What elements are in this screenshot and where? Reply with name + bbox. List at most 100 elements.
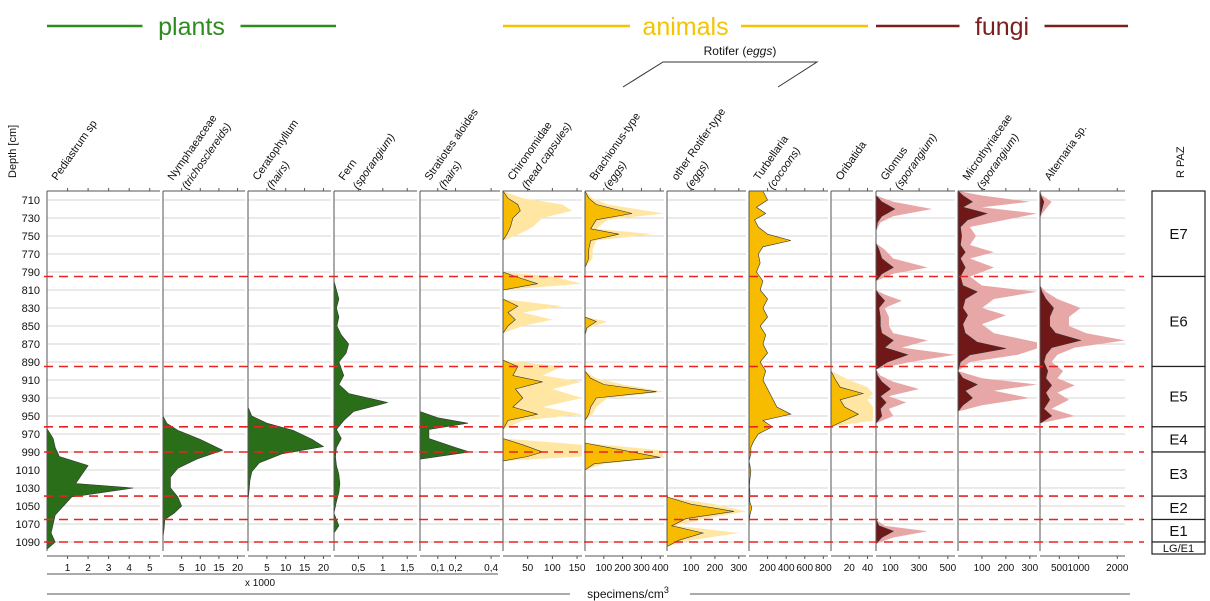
x-tick-label: 300 xyxy=(633,563,650,574)
depth-tick-label: 970 xyxy=(22,429,40,441)
curve-exaggerated xyxy=(876,195,955,544)
x-tick-label: 100 xyxy=(974,563,991,574)
x-tick-label: 20 xyxy=(318,563,330,574)
x-tick-label: 200 xyxy=(759,563,776,574)
zone-box xyxy=(1151,365,1206,428)
column-2: Nymphaeaceae(trichosclereids)5 10 15 20 xyxy=(162,113,245,574)
column-11: Glomus(sporangium)100 300 500 xyxy=(875,131,957,574)
column-5: Stratiotes aloides(hairs)0,1 0,2 0,4 xyxy=(419,106,500,574)
x-tick-label: 1 xyxy=(380,563,386,574)
depth-tick-label: 1050 xyxy=(16,501,40,513)
curve-animals xyxy=(830,370,865,428)
curve-animals xyxy=(666,496,735,547)
column-title: Oribatida xyxy=(834,139,870,183)
column-12: Microthyriaceae(sporangium)100 200 300 xyxy=(957,112,1039,574)
group-title-fungi: fungi xyxy=(975,13,1029,41)
curve-exaggerated xyxy=(503,191,582,461)
column-6: Chironomidae(head capsules)50 100 150 xyxy=(502,120,586,574)
depth-tick-label: 870 xyxy=(22,339,40,351)
depth-tick-label: 810 xyxy=(22,285,40,297)
column-10: Oribatida 20 40 xyxy=(830,139,874,574)
zone-label: E2 xyxy=(1169,500,1187,517)
zone-label: LG/E1 xyxy=(1163,543,1194,555)
x-tick-label: 400 xyxy=(778,563,795,574)
depth-tick-label: 750 xyxy=(22,231,40,243)
zone-box xyxy=(1151,451,1206,497)
zone-label: E5 xyxy=(1169,389,1187,406)
x-tick-label: 1 xyxy=(65,563,71,574)
zone-box xyxy=(1151,190,1206,278)
zone-column-title: R PAZ xyxy=(1175,146,1187,178)
depth-tick-label: 1070 xyxy=(16,519,40,531)
x-tick-label: 800 xyxy=(815,563,832,574)
column-8: other Rotifer-type(eggs)100 200 300 xyxy=(666,106,748,574)
x-tick-label: 100 xyxy=(544,563,561,574)
x-tick-label: 5 xyxy=(264,563,270,574)
x-tick-label: 0,4 xyxy=(484,563,498,574)
rotifer-bracket xyxy=(622,61,819,88)
depth-tick-label: 890 xyxy=(22,357,40,369)
zone-label: E7 xyxy=(1169,226,1187,243)
curve-plants xyxy=(46,427,134,550)
x-tick-label: 10 xyxy=(195,563,207,574)
column-title: Alternaria sp. xyxy=(1043,123,1090,183)
column-7: Brachionus-type(eggs)100 200 300 400 xyxy=(584,111,669,574)
depth-tick-label: 1030 xyxy=(16,483,40,495)
x-tick-label: 200 xyxy=(998,563,1015,574)
x-tick-label: 3 xyxy=(106,563,112,574)
depth-tick-label: 730 xyxy=(22,213,40,225)
curve-plants xyxy=(333,280,388,534)
x-tick-label: 150 xyxy=(569,563,586,574)
x-tick-label: 20 xyxy=(844,563,856,574)
curve-exaggerated xyxy=(958,191,1037,412)
depth-tick-label: 910 xyxy=(22,375,40,387)
x-tick-label: 100 xyxy=(882,563,899,574)
depth-tick-label: 710 xyxy=(22,195,40,207)
depth-tick-label: 930 xyxy=(22,393,40,405)
x-tick-label: 2 xyxy=(85,563,91,574)
depth-tick-label: 1010 xyxy=(16,465,40,477)
x1000-note: x 1000 xyxy=(245,578,275,589)
x-tick-label: 5 xyxy=(147,563,153,574)
depth-tick-label: 1090 xyxy=(16,537,40,549)
x-tick-label: 1,5 xyxy=(400,563,414,574)
column-1: Pediastrum sp 1 2 3 4 5 xyxy=(46,118,160,574)
column-title: Pediastrum sp xyxy=(50,118,100,182)
y-axis-label: Depth [cm] xyxy=(7,125,19,178)
zone-box xyxy=(1151,541,1206,555)
x-tick-label: 0,2 xyxy=(449,563,463,574)
x-tick-label: 200 xyxy=(614,563,631,574)
zone-label: E1 xyxy=(1169,523,1187,540)
x-tick-label: 0,1 xyxy=(431,563,445,574)
x-tick-label: 100 xyxy=(595,563,612,574)
column-13: Alternaria sp. 500 1000 2000 xyxy=(1039,123,1129,574)
x-tick-label: 20 xyxy=(232,563,244,574)
x-tick-label: 1000 xyxy=(1068,563,1091,574)
column-4: Fern(sporangium)0,5 1 1,5 xyxy=(333,131,417,574)
curve-fungi xyxy=(957,190,1006,413)
depth-tick-label: 950 xyxy=(22,411,40,423)
x-tick-label: 300 xyxy=(1021,563,1038,574)
x-tick-label: 300 xyxy=(911,563,928,574)
group-title-animals: animals xyxy=(642,13,728,41)
depth-tick-label: 790 xyxy=(22,267,40,279)
x-tick-label: 200 xyxy=(707,563,724,574)
x-tick-label: 600 xyxy=(796,563,813,574)
group-title-plants: plants xyxy=(158,13,225,41)
column-9: Turbellaria(cocoons)200 400 600 800 xyxy=(748,133,832,574)
x-tick-label: 4 xyxy=(126,563,132,574)
zone-label: E4 xyxy=(1169,431,1187,448)
x-tick-label: 15 xyxy=(299,563,311,574)
zone-label: E6 xyxy=(1169,314,1187,331)
depth-tick-label: 850 xyxy=(22,321,40,333)
depth-tick-label: 830 xyxy=(22,303,40,315)
column-3: Ceratophyllum(hairs)5 10 15 20 xyxy=(247,118,331,574)
x-tick-label: 5 xyxy=(179,563,185,574)
x-tick-label: 15 xyxy=(213,563,225,574)
rotifer-label: Rotifer (eggs) xyxy=(704,44,777,58)
x-tick-label: 10 xyxy=(280,563,292,574)
zone-label: E3 xyxy=(1169,466,1187,483)
x-tick-label: 500 xyxy=(1051,563,1068,574)
x-tick-label: 0,5 xyxy=(351,563,365,574)
